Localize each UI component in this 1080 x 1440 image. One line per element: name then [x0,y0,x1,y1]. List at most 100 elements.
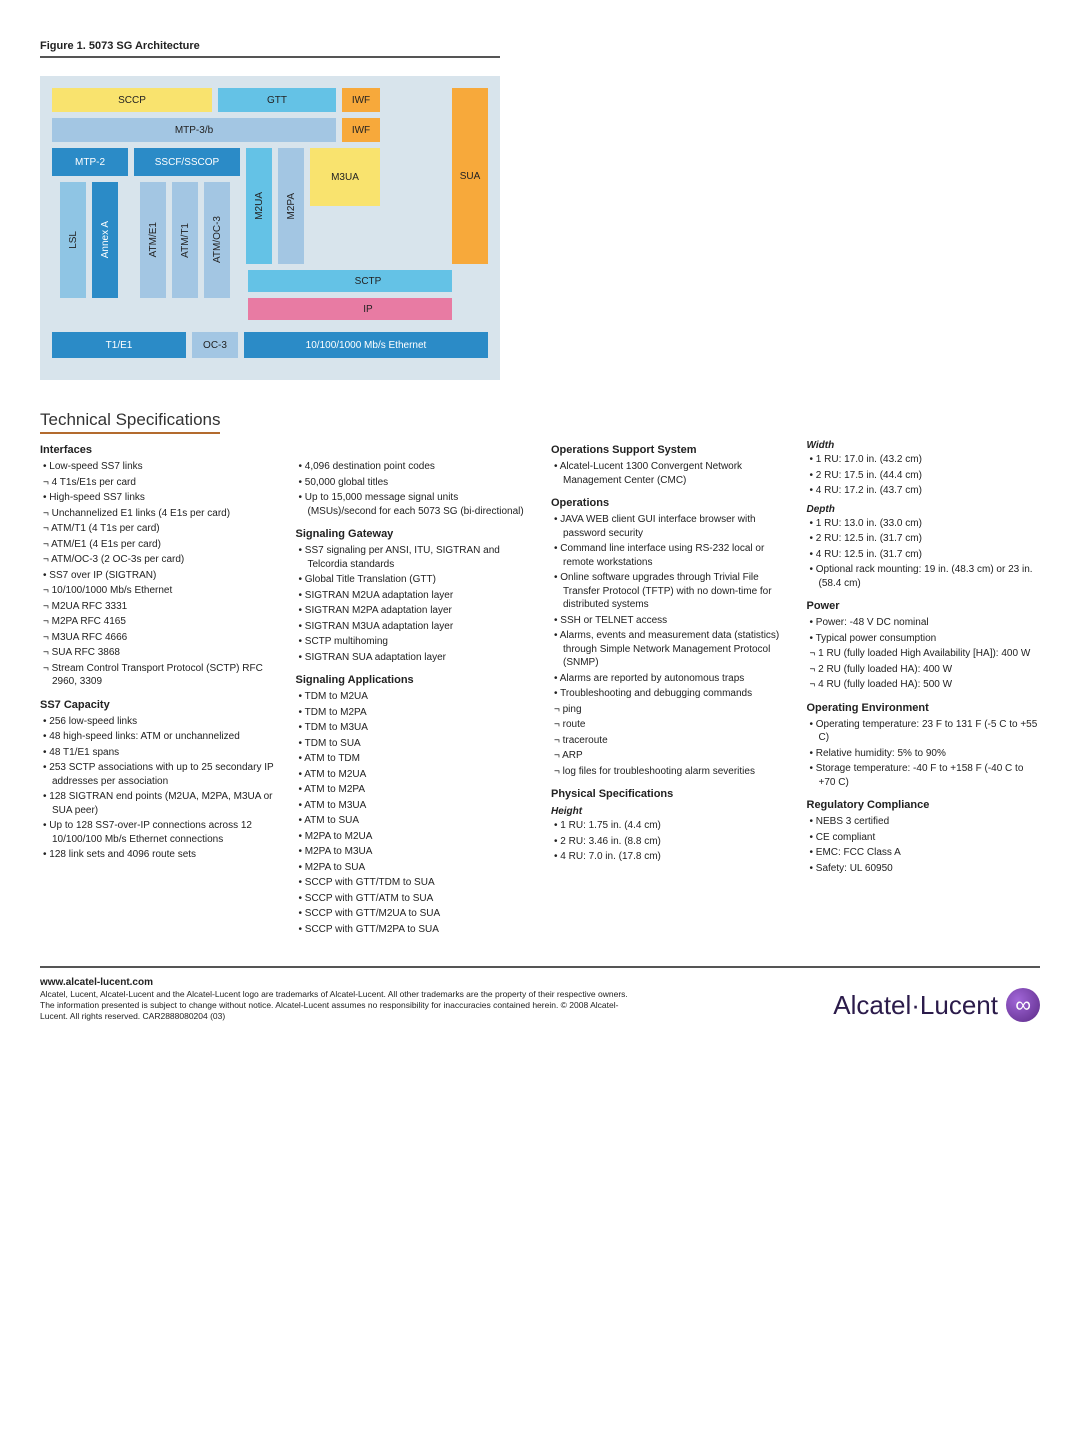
reg-heading: Regulatory Compliance [807,799,1041,811]
diagram-block-oc3: OC-3 [192,332,238,358]
list-item: Alarms, events and measurement data (sta… [551,629,785,670]
list-item: SCCP with GTT/TDM to SUA [296,876,530,890]
list-item: 128 SIGTRAN end points (M2UA, M2PA, M3UA… [40,790,274,817]
list-item: Command line interface using RS-232 loca… [551,542,785,569]
list-item: TDM to M3UA [296,721,530,735]
diagram-block-m2pa: M2PA [278,148,304,264]
footer-legal-text: Alcatel, Lucent, Alcatel-Lucent and the … [40,989,640,1022]
power-heading: Power [807,600,1041,612]
list-item: route [551,718,785,732]
list-item: NEBS 3 certified [807,815,1041,829]
diagram-block-atme1: ATM/E1 [140,182,166,298]
diagram-block-mtp2: MTP-2 [52,148,128,176]
swirl-icon: ∞ [1006,988,1040,1022]
list-item: ARP [551,749,785,763]
list-item: 128 link sets and 4096 route sets [40,848,274,862]
list-item: High-speed SS7 links [40,491,274,505]
diagram-block-iwf1: IWF [342,88,380,112]
list-item: EMC: FCC Class A [807,846,1041,860]
list-item: SUA RFC 3868 [40,646,274,660]
diagram-block-m2ua: M2UA [246,148,272,264]
list-item: Troubleshooting and debugging commands [551,687,785,701]
list-item: 253 SCTP associations with up to 25 seco… [40,761,274,788]
list-item: 4 RU: 7.0 in. (17.8 cm) [551,850,785,864]
list-item: ATM to M2PA [296,783,530,797]
list-item: SCCP with GTT/M2UA to SUA [296,907,530,921]
interfaces-heading: Interfaces [40,444,274,456]
list-item: 256 low-speed links [40,715,274,729]
depth-heading: Depth [807,504,1041,515]
env-heading: Operating Environment [807,702,1041,714]
list-item: 4 T1s/E1s per card [40,476,274,490]
list-item: Up to 15,000 message signal units (MSUs)… [296,491,530,518]
list-item: 4 RU: 17.2 in. (43.7 cm) [807,484,1041,498]
footer-legal: www.alcatel-lucent.com Alcatel, Lucent, … [40,976,640,1022]
list-item: 4,096 destination point codes [296,460,530,474]
list-item: SCTP multihoming [296,635,530,649]
list-item: M3UA RFC 4666 [40,631,274,645]
diagram-block-eth: 10/100/1000 Mb/s Ethernet [244,332,488,358]
architecture-diagram: SCCPGTTIWFMTP-3/bIWFMTP-2SSCF/SSCOPM2UAM… [40,76,500,380]
operations-heading: Operations [551,497,785,509]
list-item: Alarms are reported by autonomous traps [551,672,785,686]
list-item: 50,000 global titles [296,476,530,490]
diagram-block-suaGapFiller [452,270,488,328]
list-item: TDM to SUA [296,737,530,751]
list-item: Operating temperature: 23 F to 131 F (-5… [807,718,1041,745]
diagram-block-iwf2: IWF [342,118,380,142]
list-item: ATM/T1 (4 T1s per card) [40,522,274,536]
width-heading: Width [807,440,1041,451]
list-item: M2PA RFC 4165 [40,615,274,629]
diagram-block-t1e1: T1/E1 [52,332,186,358]
list-item: TDM to M2PA [296,706,530,720]
logo-text: Alcatel·Lucent [833,990,998,1021]
signaling-apps-heading: Signaling Applications [296,674,530,686]
list-item: SS7 over IP (SIGTRAN) [40,569,274,583]
diagram-block-sua: SUA [452,88,488,264]
list-item: 48 T1/E1 spans [40,746,274,760]
list-item: M2UA RFC 3331 [40,600,274,614]
diagram-block-gtt: GTT [218,88,336,112]
list-item: 4 RU (fully loaded HA): 500 W [807,678,1041,692]
list-item: Stream Control Transport Protocol (SCTP)… [40,662,274,689]
list-item: Storage temperature: -40 F to +158 F (-4… [807,762,1041,789]
list-item: ATM/E1 (4 E1s per card) [40,538,274,552]
list-item: 1 RU: 13.0 in. (33.0 cm) [807,517,1041,531]
list-item: 1 RU: 1.75 in. (4.4 cm) [551,819,785,833]
diagram-block-annexa: Annex A [92,182,118,298]
list-item: 4 RU: 12.5 in. (31.7 cm) [807,548,1041,562]
list-item: SIGTRAN M2UA adaptation layer [296,589,530,603]
diagram-block-atmoc3: ATM/OC-3 [204,182,230,298]
list-item: SIGTRAN SUA adaptation layer [296,651,530,665]
list-item: M2PA to M3UA [296,845,530,859]
list-item: SCCP with GTT/M2PA to SUA [296,923,530,937]
list-item: 10/100/1000 Mb/s Ethernet [40,584,274,598]
footer-url: www.alcatel-lucent.com [40,976,640,989]
list-item: CE compliant [807,831,1041,845]
list-item: M2PA to M2UA [296,830,530,844]
physical-spec-heading: Physical Specifications [551,788,785,800]
diagram-block-m3ua: M3UA [310,148,380,206]
footer: www.alcatel-lucent.com Alcatel, Lucent, … [40,966,1040,1022]
list-item: SIGTRAN M2PA adaptation layer [296,604,530,618]
oss-heading: Operations Support System [551,444,785,456]
diagram-block-mtp3b: MTP-3/b [52,118,336,142]
list-item: Low-speed SS7 links [40,460,274,474]
spec-columns: Interfaces Low-speed SS7 links 4 T1s/E1s… [40,434,1040,938]
list-item: Safety: UL 60950 [807,862,1041,876]
alcatel-lucent-logo: Alcatel·Lucent ∞ [833,988,1040,1022]
signaling-gateway-heading: Signaling Gateway [296,528,530,540]
list-item: TDM to M2UA [296,690,530,704]
list-item: ATM/OC-3 (2 OC-3s per card) [40,553,274,567]
col-1: Interfaces Low-speed SS7 links 4 T1s/E1s… [40,434,274,938]
list-item: Relative humidity: 5% to 90% [807,747,1041,761]
list-item: Unchannelized E1 links (4 E1s per card) [40,507,274,521]
list-item: Optional rack mounting: 19 in. (48.3 cm)… [807,563,1041,590]
list-item: 2 RU (fully loaded HA): 400 W [807,663,1041,677]
list-item: SCCP with GTT/ATM to SUA [296,892,530,906]
height-heading: Height [551,806,785,817]
list-item: SIGTRAN M3UA adaptation layer [296,620,530,634]
list-item: Alcatel-Lucent 1300 Convergent Network M… [551,460,785,487]
figure-title: Figure 1. 5073 SG Architecture [40,40,500,58]
list-item: JAVA WEB client GUI interface browser wi… [551,513,785,540]
